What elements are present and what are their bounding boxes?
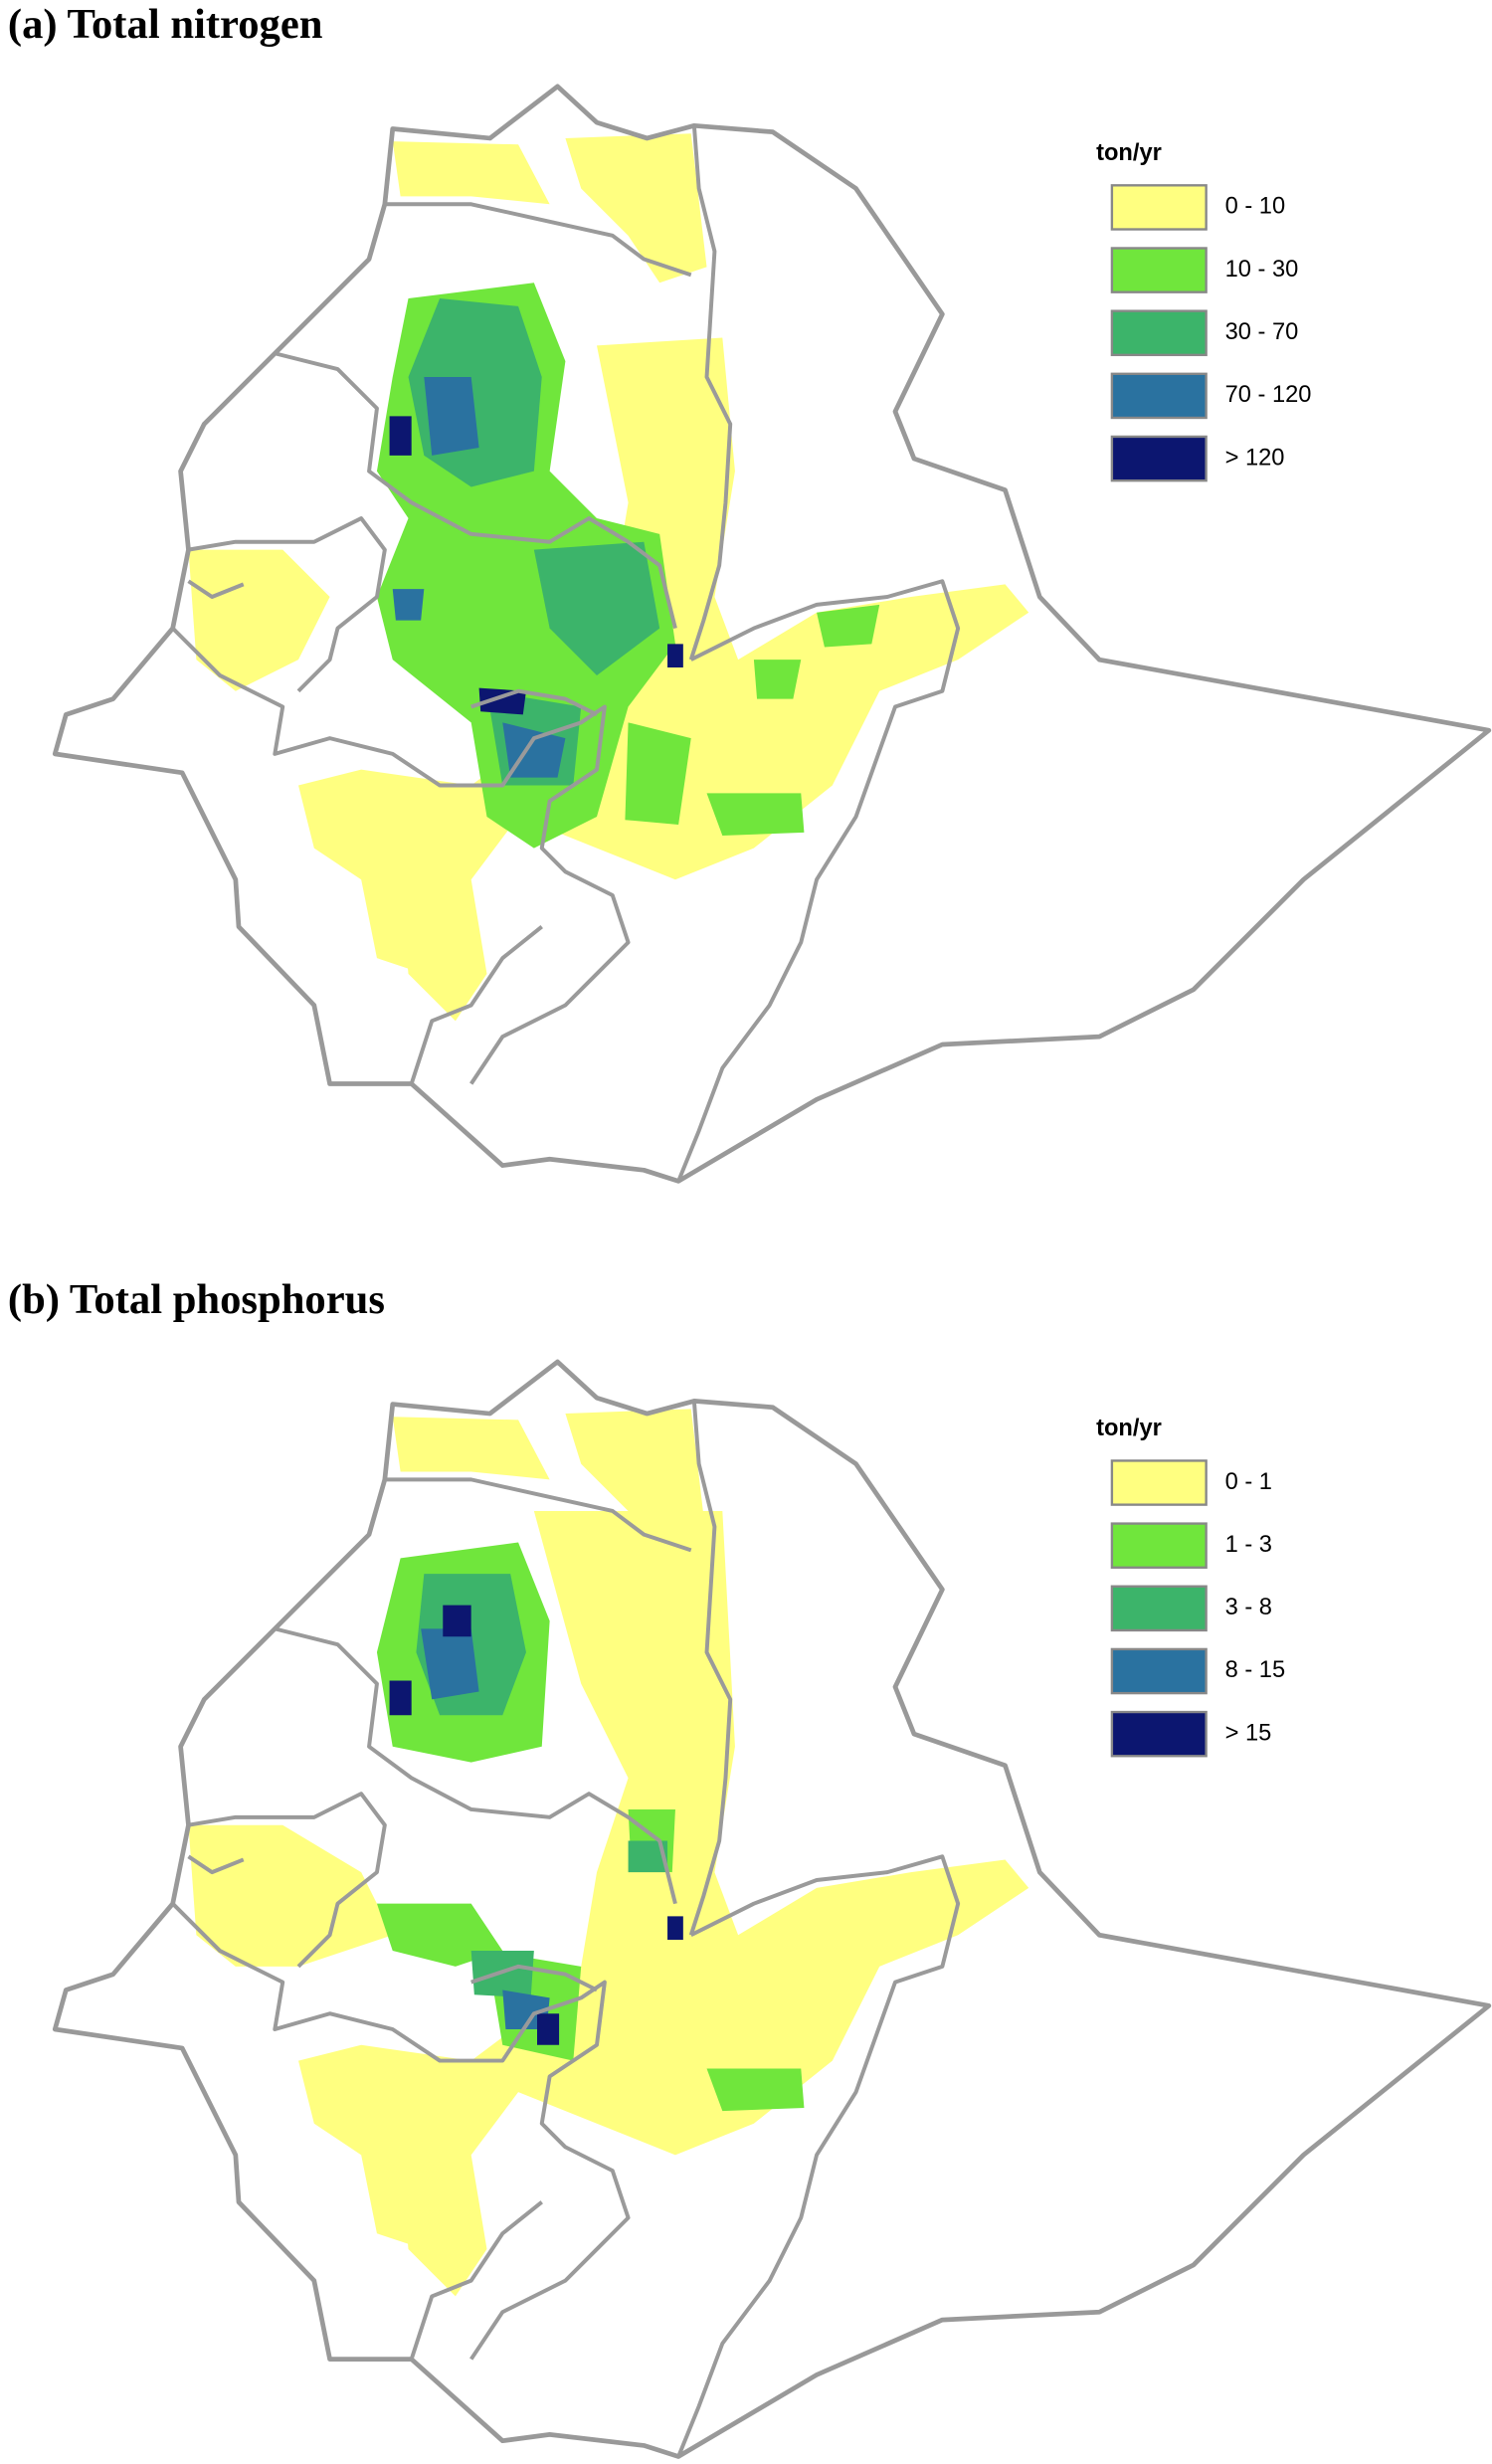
legend: ton/yr 0 - 10 10 - 30 30 - 70 70 - 120 > 120 xyxy=(1096,140,1312,482)
raster-area xyxy=(706,793,805,836)
raster-area xyxy=(424,376,479,456)
legend-label: 10 - 30 xyxy=(1225,257,1299,283)
panels: (a) Total nitrogen ton/yr 0 - 10 10 - 30 30 … xyxy=(8,1,1489,2457)
legend-swatch xyxy=(1110,309,1208,357)
legend-swatch xyxy=(1110,1522,1208,1569)
raster-area xyxy=(537,2013,560,2045)
legend-swatch xyxy=(1110,372,1208,420)
legend-swatch xyxy=(1110,1710,1208,1758)
raster-area xyxy=(400,2155,487,2297)
legend: ton/yr 0 - 1 1 - 3 3 - 8 8 - 15 > 15 xyxy=(1096,1416,1286,1758)
legend-swatch xyxy=(1110,247,1208,293)
raster-area xyxy=(565,133,707,284)
legend-swatch xyxy=(1110,1647,1208,1695)
legend-label: 8 - 15 xyxy=(1225,1657,1286,1683)
legend-label: 0 - 10 xyxy=(1225,194,1286,220)
legend-label: 30 - 70 xyxy=(1225,319,1299,345)
raster-area xyxy=(667,1916,683,1940)
map xyxy=(55,87,1489,1182)
legend-label: 70 - 120 xyxy=(1225,382,1312,408)
legend-label: 3 - 8 xyxy=(1225,1595,1272,1620)
raster-area xyxy=(443,1605,471,1637)
map xyxy=(55,1362,1489,2457)
raster-area xyxy=(392,589,425,621)
legend-swatch xyxy=(1110,184,1208,231)
raster xyxy=(188,1409,1029,2297)
raster-area xyxy=(389,1680,412,1716)
legend-title: ton/yr xyxy=(1096,1416,1162,1441)
raster-area xyxy=(298,1510,1029,2250)
raster-area xyxy=(376,1903,503,1967)
map-panel: (b) Total phosphorus ton/yr 0 - 1 1 - 3 3 - … xyxy=(8,1276,1489,2456)
raster-area xyxy=(470,1951,534,1998)
raster-area xyxy=(421,1628,479,1700)
raster-area xyxy=(628,1840,668,1873)
raster-area xyxy=(706,2068,805,2112)
raster-area xyxy=(188,549,330,691)
raster-area xyxy=(753,660,802,699)
legend-label: 0 - 1 xyxy=(1225,1469,1272,1495)
raster-area xyxy=(667,644,683,668)
legend-label: > 120 xyxy=(1225,445,1285,471)
map-panel: (a) Total nitrogen ton/yr 0 - 10 10 - 30 30 … xyxy=(8,1,1489,1181)
legend-label: 1 - 3 xyxy=(1225,1532,1272,1558)
legend-title: ton/yr xyxy=(1096,140,1162,166)
raster-area xyxy=(392,141,550,205)
panel-title: (b) Total phosphorus xyxy=(8,1276,385,1323)
raster-area xyxy=(389,416,412,456)
raster-area xyxy=(478,687,526,715)
legend-label: > 15 xyxy=(1225,1720,1272,1746)
legend-swatch xyxy=(1110,1585,1208,1632)
raster-area xyxy=(400,879,487,1022)
panel-title: (a) Total nitrogen xyxy=(8,1,323,48)
raster-area xyxy=(817,604,880,648)
legend-swatch xyxy=(1110,1459,1208,1506)
raster-area xyxy=(625,722,691,825)
legend-swatch xyxy=(1110,435,1208,482)
raster-area xyxy=(533,541,660,675)
raster-area xyxy=(392,1417,550,1480)
